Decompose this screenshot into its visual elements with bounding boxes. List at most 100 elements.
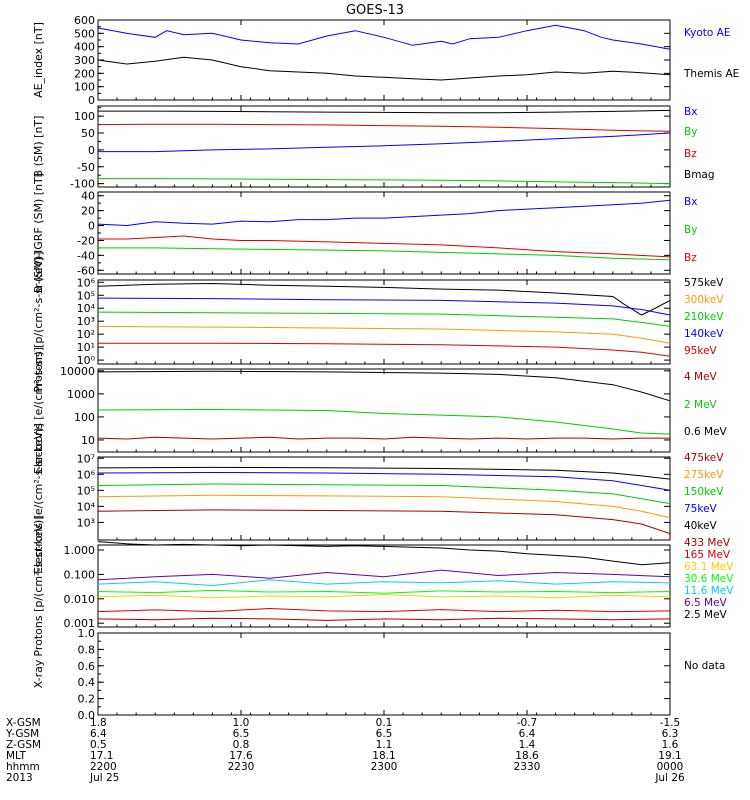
series-line-4-mev xyxy=(97,436,670,440)
series-line-575kev xyxy=(97,282,671,316)
y-tick-label: 40 xyxy=(81,190,95,203)
series-line-140kev xyxy=(97,297,671,316)
series-line-63-1-mev xyxy=(97,593,671,599)
plot-title: GOES-13 xyxy=(346,3,404,18)
y-tick-label: 10⁴ xyxy=(77,302,96,315)
series-line-by xyxy=(98,247,671,261)
y-tick-label: -40 xyxy=(77,249,95,262)
y-tick-label: 1.000 xyxy=(64,544,96,557)
orbit-row-label: 2013 xyxy=(6,772,33,784)
series-line-bx xyxy=(98,132,671,153)
y-tick-label: 10⁶ xyxy=(77,468,96,481)
y-tick-label: 10⁷ xyxy=(77,452,95,465)
y-tick-label: 50 xyxy=(81,127,95,140)
panel-3: -60 -40 -200 20 40 B (SM)-IGRF (SM) [nT] Bx By B… xyxy=(32,173,697,293)
orbit-row-label: Z-GSM xyxy=(6,739,41,751)
y-tick-label: 10¹ xyxy=(77,341,95,354)
series-line-11-6-mev xyxy=(97,579,671,587)
y-axis-title: AE_index [nT] xyxy=(32,22,45,98)
y-axis-title: Protons [p/(cm²-s-sr-keV)] xyxy=(32,515,45,656)
legend-entry: Bz xyxy=(684,148,697,160)
orbit-value: 0.8 xyxy=(233,739,250,751)
orbit-value: Jul 25 xyxy=(89,772,119,784)
series-line-165-mev xyxy=(97,607,671,613)
series-line-kyoto-ae xyxy=(97,24,671,50)
y-tick-label: 400 xyxy=(74,41,95,54)
panel-frame xyxy=(97,279,671,365)
series-line-95kev xyxy=(98,342,671,357)
legend-entry: 433 MeV xyxy=(684,537,731,549)
series-line-bz xyxy=(97,123,671,132)
series-line-75kev xyxy=(97,471,671,491)
y-axis-title: Electrons [e/(cm²-s-sr-keV)] xyxy=(32,423,45,574)
y-tick-label: 10² xyxy=(77,328,95,341)
y-tick-label: 10 xyxy=(81,434,95,447)
y-tick-label: 0 xyxy=(88,144,95,157)
legend-entry: 300keV xyxy=(684,294,724,306)
orbit-value: 17.1 xyxy=(90,750,113,762)
orbit-value: 6.5 xyxy=(233,728,250,740)
series-line-150kev xyxy=(97,483,671,505)
orbit-value: 6.3 xyxy=(662,728,679,740)
y-tick-label: 1.0 xyxy=(78,627,96,640)
orbit-row-label: hhmm xyxy=(6,761,40,773)
y-tick-label: 100 xyxy=(74,411,95,424)
legend-entry: 210keV xyxy=(684,311,724,323)
series-line-275kev xyxy=(97,494,671,519)
y-axis-title: Electrons [e/(cm²-s-sr)] xyxy=(32,347,45,474)
y-tick-label: 100 xyxy=(74,81,95,94)
y-tick-label: -20 xyxy=(77,234,95,247)
panel-frame xyxy=(97,191,671,275)
y-tick-label: 10⁴ xyxy=(77,500,96,513)
y-tick-label: 1000 xyxy=(67,388,95,401)
series-line-40kev xyxy=(97,466,671,480)
series-line-433-mev xyxy=(97,617,671,621)
orbit-value: 1.8 xyxy=(90,717,107,729)
legend-entry: 275keV xyxy=(684,469,724,481)
y-tick-label: 10³ xyxy=(77,315,95,328)
orbit-value: Jul 26 xyxy=(654,772,685,784)
y-tick-label: 300 xyxy=(74,54,95,67)
y-tick-label: -60 xyxy=(77,264,95,277)
y-tick-label: 0.010 xyxy=(64,593,96,606)
series-line-bz xyxy=(98,235,671,258)
legend-entry: 30.6 MeV xyxy=(684,573,734,585)
y-tick-label: 10⁶ xyxy=(77,276,96,289)
legend-entry: 95keV xyxy=(684,345,718,357)
orbit-value: 2300 xyxy=(371,761,398,773)
legend-entry: Bx xyxy=(684,106,697,118)
panel-frame xyxy=(97,632,671,716)
legend-entry: 150keV xyxy=(684,486,724,498)
orbit-value: 0000 xyxy=(657,761,684,773)
legend-entry: 6.5 MeV xyxy=(684,597,728,609)
legend-entry: Bx xyxy=(684,196,697,208)
orbit-value: 19.1 xyxy=(658,750,681,762)
panel-frame xyxy=(97,456,671,541)
y-tick-label: 100 xyxy=(74,110,95,123)
orbit-value: -1.5 xyxy=(660,717,681,729)
series-line-475kev xyxy=(97,509,671,535)
y-tick-label: 0.0 xyxy=(78,709,96,722)
legend-entry: 40keV xyxy=(684,520,718,532)
orbit-value: 6.4 xyxy=(519,728,536,740)
legend-entry: 575keV xyxy=(684,277,724,289)
y-tick-label: 0 xyxy=(88,220,95,233)
legend-entry: 75keV xyxy=(684,503,718,515)
panel-7: 0.001 0.010 0.100 1.000 Protons [p/(cm²-s-sr… xyxy=(32,515,734,656)
orbit-value: 0.5 xyxy=(90,739,107,751)
orbit-row-label: Y-GSM xyxy=(5,728,39,740)
y-tick-label: 0.4 xyxy=(78,676,96,689)
legend-entry: Themis AE xyxy=(683,68,739,80)
orbit-value: -0.7 xyxy=(517,717,538,729)
y-tick-label: 10³ xyxy=(77,516,95,529)
orbit-row-label: X-GSM xyxy=(6,717,41,729)
y-tick-label: 10⁵ xyxy=(77,289,95,302)
orbit-value: 0.1 xyxy=(376,717,393,729)
orbit-value: 1.1 xyxy=(376,739,393,751)
legend-entry: 2 MeV xyxy=(684,399,718,411)
orbit-value: 1.6 xyxy=(662,739,679,751)
y-tick-label: 0 xyxy=(88,94,95,107)
